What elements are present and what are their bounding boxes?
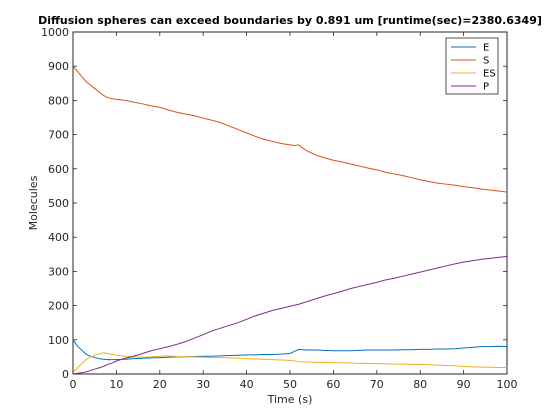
legend-label-s: S	[483, 56, 489, 67]
x-axis-label: Time (s)	[267, 393, 313, 406]
x-tick-label: 10	[109, 378, 123, 391]
chart-title: Diffusion spheres can exceed boundaries …	[38, 14, 542, 27]
y-tick-label: 0	[62, 368, 69, 381]
y-tick-label: 500	[48, 197, 69, 210]
y-tick-label: 300	[48, 265, 69, 278]
x-tick-label: 50	[283, 378, 297, 391]
axis-tick-labels: 0 10 20 30 40 50 60 70 80 90 100010020030040050060…	[41, 26, 518, 391]
legend-label-es: ES	[483, 69, 496, 80]
y-tick-label: 600	[48, 163, 69, 176]
y-tick-label: 900	[48, 60, 69, 73]
x-tick-label: 80	[413, 378, 427, 391]
series-layer	[72, 65, 508, 375]
x-tick-label: 0	[70, 378, 77, 391]
y-tick-label: 200	[48, 300, 69, 313]
y-tick-label: 400	[48, 231, 69, 244]
plot-area	[72, 31, 508, 375]
y-tick-label: 1000	[41, 26, 69, 39]
legend: ES ES P	[445, 37, 499, 95]
x-tick-label: 40	[240, 378, 254, 391]
series-line-s	[72, 65, 508, 193]
y-tick-label: 100	[48, 334, 69, 347]
series-line-es	[72, 352, 507, 373]
legend-label-p: P	[483, 82, 489, 93]
series-line-p	[72, 255, 508, 375]
x-tick-label: 60	[326, 378, 340, 391]
x-tick-label: 30	[196, 378, 210, 391]
legend-label-e: E	[483, 43, 489, 54]
x-tick-label: 100	[497, 378, 518, 391]
y-tick-label: 700	[48, 129, 69, 142]
x-tick-label: 70	[370, 378, 384, 391]
axis-ticks	[72, 31, 508, 375]
y-tick-label: 800	[48, 94, 69, 107]
series-line-e	[72, 339, 508, 361]
x-tick-label: 20	[153, 378, 167, 391]
x-tick-label: 90	[457, 378, 471, 391]
y-axis-label: Molecules	[27, 175, 40, 230]
